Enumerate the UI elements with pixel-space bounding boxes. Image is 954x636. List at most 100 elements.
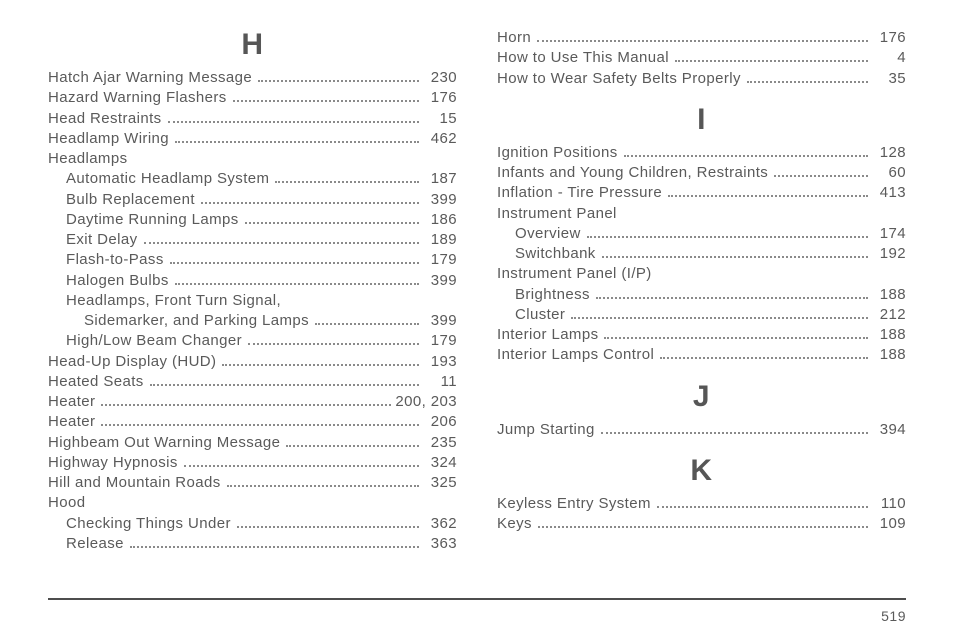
index-entry-label: Halogen Bulbs — [66, 271, 169, 291]
index-entry-page: 189 — [423, 230, 457, 250]
index-entry-label: Release — [66, 534, 124, 554]
leader-dots — [602, 256, 868, 258]
index-entry: Horn176 — [497, 28, 906, 48]
index-entry: How to Wear Safety Belts Properly 35 — [497, 69, 906, 89]
index-entry: Keys109 — [497, 514, 906, 534]
index-entry-label: Heated Seats — [48, 372, 144, 392]
leader-dots — [233, 100, 419, 102]
index-entry: Switchbank 192 — [497, 244, 906, 264]
index-entry-page: 179 — [423, 250, 457, 270]
index-entry-page: 212 — [872, 305, 906, 325]
index-entry-label: How to Wear Safety Belts Properly — [497, 69, 741, 89]
index-entry-page: 399 — [423, 271, 457, 291]
index-entry: Heated Seats 11 — [48, 372, 457, 392]
leader-dots — [144, 242, 419, 244]
index-entry-page: 176 — [423, 88, 457, 108]
index-entry-page: 188 — [872, 325, 906, 345]
index-entry-page: 230 — [423, 68, 457, 88]
index-entry-label: Automatic Headlamp System — [66, 169, 269, 189]
index-entry-label: Exit Delay — [66, 230, 138, 250]
index-entry-label: Highbeam Out Warning Message — [48, 433, 280, 453]
index-entry: Jump Starting394 — [497, 420, 906, 440]
index-entry: Keyless Entry System110 — [497, 494, 906, 514]
index-entry-label: How to Use This Manual — [497, 48, 669, 68]
leader-dots — [258, 80, 419, 82]
index-entry-label: Sidemarker, and Parking Lamps — [84, 311, 309, 331]
leader-dots — [130, 546, 419, 548]
index-entry: Interior Lamps Control188 — [497, 345, 906, 365]
section-heading: K — [497, 454, 906, 488]
index-entry: How to Use This Manual4 — [497, 48, 906, 68]
leader-dots — [184, 465, 419, 467]
index-entry-page: 193 — [423, 352, 457, 372]
index-entry: Halogen Bulbs 399 — [48, 271, 457, 291]
index-entry-page: 192 — [872, 244, 906, 264]
index-entry: Release363 — [48, 534, 457, 554]
section-heading: H — [48, 28, 457, 62]
index-entry: Checking Things Under 362 — [48, 514, 457, 534]
index-entry-page: 179 — [423, 331, 457, 351]
leader-dots — [774, 175, 868, 177]
index-entry: Cluster 212 — [497, 305, 906, 325]
index-entry-label: Heater — [48, 392, 95, 412]
index-entry-label: Keys — [497, 514, 532, 534]
index-entry-label: Inflation - Tire Pressure — [497, 183, 662, 203]
footer-rule — [48, 598, 906, 600]
index-entry-page: 35 — [872, 69, 906, 89]
leader-dots — [601, 432, 868, 434]
leader-dots — [571, 317, 868, 319]
leader-dots — [227, 485, 419, 487]
leader-dots — [237, 526, 419, 528]
index-entry-label: Switchbank — [515, 244, 596, 264]
index-entry-label: Checking Things Under — [66, 514, 231, 534]
index-entry: Infants and Young Children, Restraints 60 — [497, 163, 906, 183]
index-entry-label: High/Low Beam Changer — [66, 331, 242, 351]
left-column: HHatch Ajar Warning Message230Hazard War… — [48, 28, 457, 554]
leader-dots — [675, 60, 868, 62]
leader-dots — [587, 236, 868, 238]
leader-dots — [315, 323, 419, 325]
index-page: HHatch Ajar Warning Message230Hazard War… — [0, 0, 954, 636]
index-entry: Interior Lamps188 — [497, 325, 906, 345]
leader-dots — [668, 195, 868, 197]
leader-dots — [624, 155, 868, 157]
index-entry-label: Hill and Mountain Roads — [48, 473, 221, 493]
leader-dots — [101, 404, 391, 406]
index-entry-page: 15 — [423, 109, 457, 129]
index-entry-label: Headlamp Wiring — [48, 129, 169, 149]
leader-dots — [150, 384, 419, 386]
index-entry-page: 176 — [872, 28, 906, 48]
index-entry-label: Head-Up Display (HUD) — [48, 352, 216, 372]
index-entry: Hill and Mountain Roads 325 — [48, 473, 457, 493]
index-entry: Inflation - Tire Pressure 413 — [497, 183, 906, 203]
leader-dots — [175, 141, 419, 143]
index-entry: High/Low Beam Changer 179 — [48, 331, 457, 351]
index-entry-page: 187 — [423, 169, 457, 189]
section-heading: I — [497, 103, 906, 137]
index-entry: Sidemarker, and Parking Lamps 399 — [48, 311, 457, 331]
index-entry-label: Keyless Entry System — [497, 494, 651, 514]
index-entry-page: 413 — [872, 183, 906, 203]
index-entry-label: Infants and Young Children, Restraints — [497, 163, 768, 183]
index-entry-label: Overview — [515, 224, 581, 244]
leader-dots — [175, 283, 419, 285]
leader-dots — [275, 181, 419, 183]
footer-page-number: 519 — [881, 608, 906, 624]
index-entry-continuation: Hood — [48, 493, 457, 513]
index-entry-page: 362 — [423, 514, 457, 534]
index-entry-label: Cluster — [515, 305, 565, 325]
index-entry-label: Interior Lamps Control — [497, 345, 654, 365]
index-entry: Head Restraints15 — [48, 109, 457, 129]
index-entry-label: Highway Hypnosis — [48, 453, 178, 473]
leader-dots — [245, 222, 419, 224]
leader-dots — [657, 506, 868, 508]
index-entry-page: 325 — [423, 473, 457, 493]
index-entry-label: Hatch Ajar Warning Message — [48, 68, 252, 88]
leader-dots — [596, 297, 868, 299]
index-entry-page: 60 — [872, 163, 906, 183]
index-entry-page: 11 — [423, 372, 457, 392]
index-entry-continuation: Instrument Panel (I/P) — [497, 264, 906, 284]
index-entry-label: Jump Starting — [497, 420, 595, 440]
index-entry-page: 399 — [423, 311, 457, 331]
index-entry: Daytime Running Lamps186 — [48, 210, 457, 230]
